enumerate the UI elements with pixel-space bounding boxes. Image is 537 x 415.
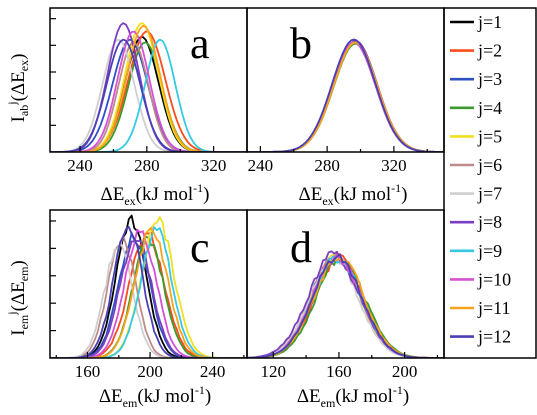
legend-label-j7: j=7 (477, 184, 502, 204)
x-axis-title-d: ΔEem(kJ mol-1) (297, 383, 409, 410)
x-tick-label-d: 120 (261, 362, 287, 381)
legend-label-j12: j=12 (477, 327, 511, 347)
legend-label-j4: j=4 (477, 98, 502, 118)
x-tick-label-b: 320 (381, 156, 407, 175)
x-tick-label-b: 240 (248, 156, 274, 175)
legend-label-j8: j=8 (477, 212, 502, 232)
panel-label-a: a (190, 19, 210, 68)
panel-label-b: b (290, 19, 312, 68)
panel-c: 160 200 240 c (49, 209, 248, 381)
y-axis-title-top: Iabj(ΔEex) (5, 54, 31, 123)
series-line-d-j12 (247, 253, 444, 358)
x-axis-title-b: ΔEex(kJ mol-1) (298, 181, 407, 208)
legend-label-j9: j=9 (477, 241, 502, 261)
curves-d (247, 250, 444, 358)
x-tick-label-c: 240 (200, 362, 226, 381)
panel-a: 240 280 320 a (49, 7, 248, 175)
legend-label-j11: j=11 (477, 298, 510, 318)
panel-label-c: c (190, 223, 210, 272)
series-line-a-j7 (50, 38, 247, 152)
panel-label-d: d (290, 223, 312, 272)
legend-frame (443, 7, 537, 359)
legend-label-j5: j=5 (477, 126, 502, 146)
x-tick-label-d: 200 (392, 362, 418, 381)
legend-label-j6: j=6 (477, 155, 502, 175)
series-line-a-j12 (50, 38, 247, 152)
x-tick-label-b: 280 (314, 156, 340, 175)
legend: j=1 j=2 j=3 j=4 j=5 j=6 j=7 j=8 j=9 j=10 j=11 j=12 (443, 7, 537, 359)
x-tick-label-a: 280 (134, 156, 160, 175)
series-line-c-j7 (50, 242, 247, 358)
x-tick-label-d: 160 (326, 362, 352, 381)
legend-label-j3: j=3 (477, 69, 502, 89)
legend-label-j1: j=1 (477, 12, 502, 32)
x-tick-label-c: 160 (75, 362, 101, 381)
y-axis-title-bottom: Iemj(ΔEem) (5, 260, 31, 336)
legend-label-j2: j=2 (477, 41, 502, 61)
series-line-c-j6 (50, 234, 247, 358)
x-tick-label-a: 320 (201, 156, 227, 175)
legend-label-j10: j=10 (477, 269, 511, 289)
x-tick-label-c: 200 (137, 362, 163, 381)
panel-b: 240 280 320 b (246, 7, 445, 175)
x-axis-title-c: ΔEem(kJ mol-1) (99, 383, 211, 410)
x-tick-label-a: 240 (67, 156, 93, 175)
series-line-c-j12 (50, 225, 247, 358)
x-axis-title-a: ΔEex(kJ mol-1) (100, 181, 209, 208)
